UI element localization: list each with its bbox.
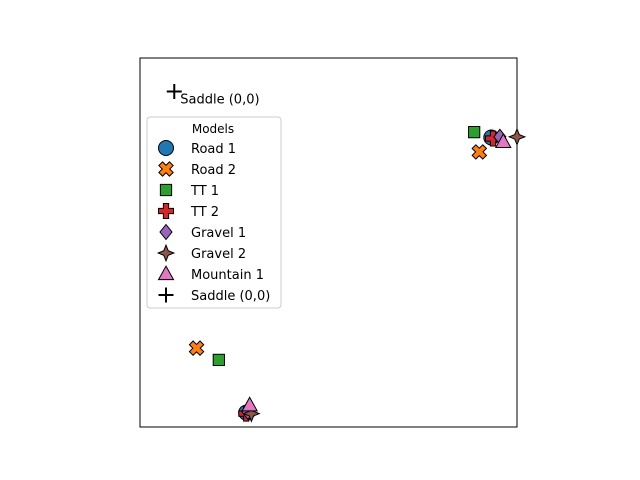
- legend-label-tt-2: TT 2: [190, 205, 219, 220]
- point-tt-1: [468, 126, 481, 139]
- legend-marker-gravel-2: [156, 243, 176, 263]
- legend-label-saddle-0-0: Saddle (0,0): [191, 289, 270, 304]
- legend: Models Road 1 Road 2 TT 1 TT 2 Gravel 1 Grave…: [146, 116, 282, 309]
- legend-marker-tt-1: [159, 183, 173, 197]
- legend-marker-tt-2: [158, 203, 174, 219]
- data-points: [166, 84, 527, 423]
- point-tt-1: [212, 353, 225, 367]
- point-mountain-1: [494, 132, 512, 148]
- saddle-annotation: Saddle (0,0): [180, 93, 259, 108]
- point-saddle-0-0: [166, 84, 182, 100]
- point-mountain-1: [241, 396, 259, 412]
- legend-label-road-1: Road 1: [191, 142, 236, 157]
- legend-label-gravel-1: Gravel 1: [191, 226, 246, 241]
- legend-marker-saddle-0-0: [158, 287, 174, 303]
- legend-marker-mountain-1: [157, 265, 175, 281]
- point-road-2: [471, 144, 488, 160]
- legend-entries: Road 1 Road 2 TT 1 TT 2 Gravel 1 Gravel 2 Moun…: [156, 140, 270, 304]
- legend-label-tt-1: TT 1: [190, 184, 219, 199]
- legend-title: Models: [192, 122, 234, 136]
- legend-marker-road-2: [158, 161, 174, 177]
- legend-label-mountain-1: Mountain 1: [191, 268, 264, 283]
- legend-frame: [146, 116, 282, 309]
- legend-marker-gravel-1: [159, 223, 173, 241]
- point-gravel-2: [507, 127, 527, 147]
- point-gravel-2: [242, 404, 261, 423]
- point-road-2: [188, 340, 205, 357]
- legend-label-road-2: Road 2: [191, 163, 236, 178]
- legend-label-gravel-2: Gravel 2: [191, 247, 246, 262]
- legend-marker-road-1: [158, 140, 174, 156]
